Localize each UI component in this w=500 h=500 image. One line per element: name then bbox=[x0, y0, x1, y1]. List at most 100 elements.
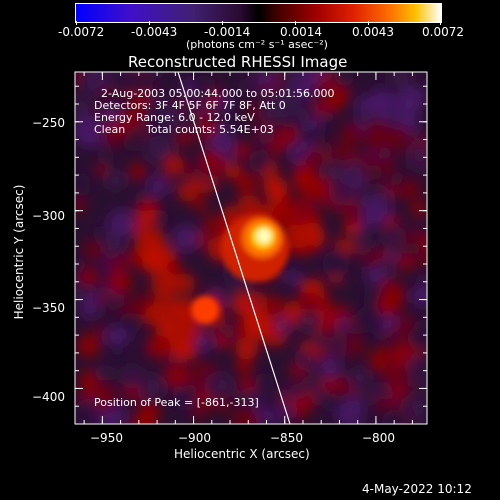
image-texture-blob bbox=[266, 394, 283, 411]
image-texture-blob bbox=[279, 404, 295, 419]
image-texture-blob bbox=[247, 412, 261, 424]
image-texture-blob bbox=[184, 347, 197, 360]
image-texture-blob bbox=[204, 371, 233, 400]
image-texture-blob bbox=[361, 248, 380, 267]
image-texture-blob bbox=[386, 249, 400, 263]
image-texture-blob bbox=[370, 90, 396, 116]
image-texture-blob bbox=[361, 198, 389, 226]
image-texture-blob bbox=[366, 266, 384, 284]
image-texture-blob bbox=[420, 274, 427, 287]
image-texture-blob bbox=[185, 87, 209, 111]
image-texture-blob bbox=[107, 269, 134, 295]
image-texture-blob bbox=[314, 336, 326, 349]
image-texture-blob bbox=[396, 252, 415, 272]
image-texture-blob bbox=[349, 393, 363, 408]
image-texture-blob bbox=[290, 383, 306, 400]
image-texture-blob bbox=[98, 365, 112, 379]
image-texture-blob bbox=[75, 172, 92, 199]
image-texture-blob bbox=[235, 357, 253, 375]
image-texture-blob bbox=[369, 165, 383, 180]
image-texture-blob bbox=[411, 201, 427, 218]
y-tick-label: −400 bbox=[32, 390, 65, 404]
image-texture-blob bbox=[408, 355, 426, 373]
image-texture-blob bbox=[172, 224, 200, 252]
image-texture-blob bbox=[338, 122, 365, 148]
image-texture-blob bbox=[374, 397, 389, 412]
image-texture-blob bbox=[100, 382, 114, 397]
image-texture-blob bbox=[323, 92, 344, 113]
image-texture-blob bbox=[119, 312, 142, 335]
colorbar-tick-4: 0.0014 bbox=[280, 25, 322, 39]
image-texture-blob bbox=[104, 325, 127, 348]
image-texture-blob bbox=[409, 140, 427, 161]
image-texture-blob bbox=[158, 101, 188, 131]
image-texture-blob bbox=[120, 365, 143, 388]
image-texture-blob bbox=[193, 197, 208, 212]
image-texture-blob bbox=[412, 284, 427, 307]
image-texture-blob bbox=[328, 177, 357, 206]
image-texture-blob bbox=[388, 125, 410, 146]
image-texture-blob bbox=[171, 170, 187, 187]
colorbar-tick-6: 0.0072 bbox=[422, 25, 464, 39]
image-texture-blob bbox=[75, 283, 88, 304]
image-texture-blob bbox=[174, 273, 196, 294]
image-texture-blob bbox=[356, 95, 375, 113]
image-texture-blob bbox=[97, 148, 115, 167]
image-texture-blob bbox=[365, 119, 390, 144]
image-texture-blob bbox=[246, 102, 263, 120]
image-texture-blob bbox=[92, 324, 107, 338]
image-texture-blob bbox=[319, 357, 342, 379]
image-texture-blob bbox=[356, 305, 383, 333]
image-texture-blob bbox=[241, 79, 256, 93]
image-texture-blob bbox=[143, 209, 156, 223]
y-tick-label: −250 bbox=[32, 116, 65, 130]
image-texture-blob bbox=[147, 335, 172, 360]
colorbar-tick-2: -0.0043 bbox=[131, 25, 178, 39]
image-texture-blob bbox=[399, 178, 423, 202]
image-texture-blob bbox=[294, 77, 315, 98]
image-texture-blob bbox=[175, 129, 192, 146]
image-texture-blob bbox=[148, 72, 162, 79]
image-texture-blob bbox=[76, 333, 101, 358]
image-texture-blob bbox=[128, 162, 147, 181]
image-texture-blob bbox=[295, 350, 316, 371]
image-texture-blob bbox=[388, 72, 413, 89]
image-texture-blob bbox=[339, 333, 365, 358]
image-texture-blob bbox=[75, 401, 98, 424]
image-texture-blob bbox=[417, 375, 427, 393]
image-texture-blob bbox=[345, 158, 367, 180]
image-texture-blob bbox=[131, 411, 156, 424]
image-texture-blob bbox=[256, 72, 277, 89]
image-texture-blob bbox=[233, 141, 252, 161]
image-texture-blob bbox=[203, 214, 217, 228]
image-texture-blob bbox=[100, 104, 122, 126]
y-tick-label: −300 bbox=[32, 209, 65, 223]
annotation-detectors: Detectors: 3F 4F 5F 6F 7F 8F, Att 0 bbox=[94, 99, 286, 112]
image-texture-blob bbox=[287, 199, 314, 226]
image-texture-blob bbox=[144, 304, 166, 326]
image-texture-blob bbox=[377, 293, 399, 316]
image-texture-blob bbox=[231, 290, 257, 316]
image-texture-blob bbox=[79, 267, 99, 287]
x-tick-label: −950 bbox=[90, 431, 123, 445]
image-texture-blob bbox=[350, 367, 370, 388]
image-texture-blob bbox=[95, 163, 109, 176]
image-texture-blob bbox=[258, 126, 275, 144]
annotation-clean: Clean bbox=[94, 123, 126, 136]
image-texture-blob bbox=[266, 296, 284, 313]
image-texture-blob bbox=[125, 250, 141, 266]
image-texture-blob bbox=[296, 223, 312, 239]
image-texture-blob bbox=[335, 72, 355, 87]
image-texture-blob bbox=[128, 72, 153, 96]
image-texture-blob bbox=[235, 337, 258, 360]
image-texture-blob bbox=[299, 292, 321, 314]
image-texture-blob bbox=[163, 362, 190, 389]
image-texture-blob bbox=[285, 269, 301, 286]
image-texture-blob bbox=[105, 170, 126, 191]
colorbar-units: (photons cm⁻² s⁻¹ asec⁻²) bbox=[186, 38, 328, 51]
annotation-energy-range: Energy Range: 6.0 - 12.0 keV bbox=[94, 111, 255, 124]
image-texture-blob bbox=[199, 150, 226, 176]
image-texture-blob bbox=[412, 319, 427, 345]
image-texture-blob bbox=[236, 194, 262, 219]
